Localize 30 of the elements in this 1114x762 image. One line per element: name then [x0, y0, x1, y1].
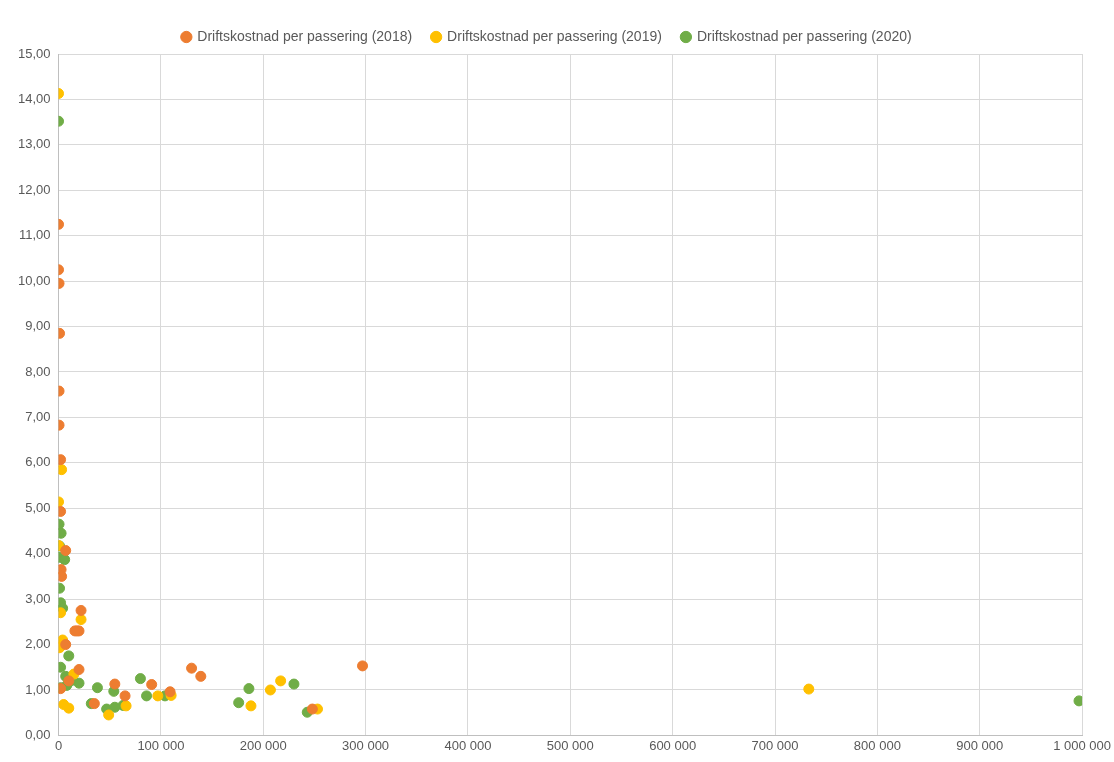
- y-tick-label: 14,00: [17, 91, 51, 106]
- y-tick-label: 11,00: [18, 227, 51, 243]
- y-tick-label: 7,00: [25, 408, 51, 424]
- y-tick-label: 12,00: [17, 181, 51, 197]
- legend-label: Driftskostnad per passering (2019): [447, 27, 662, 44]
- x-tick-label: 200 000: [239, 737, 287, 753]
- y-tick-label: 3,00: [25, 590, 51, 606]
- x-tick-label: 300 000: [342, 737, 390, 753]
- x-tick-label: 0: [54, 737, 63, 753]
- x-tick-label: 800 000: [853, 737, 901, 753]
- x-tick-label: 100 000: [137, 737, 185, 753]
- y-tick-label: 4,00: [25, 545, 51, 561]
- y-tick-label: 13,00: [17, 136, 51, 152]
- legend-label: Driftskostnad per passering (2020): [696, 27, 912, 44]
- y-tick-label: 9,00: [25, 318, 51, 334]
- x-tick-label: 600 000: [649, 737, 697, 753]
- x-tick-label: 700 000: [751, 737, 799, 753]
- y-tick-label: 10,00: [17, 272, 51, 288]
- y-tick-label: 1,00: [25, 681, 51, 697]
- y-tick-label: 0,00: [25, 726, 51, 742]
- legend-label: Driftskostnad per passering (2018): [197, 27, 413, 44]
- x-tick-label: 500 000: [546, 737, 594, 753]
- x-tick-label: 400 000: [444, 737, 492, 753]
- y-tick-label: 8,00: [25, 363, 51, 379]
- y-tick-label: 5,00: [25, 499, 51, 515]
- x-tick-label: 1 000 000: [1053, 737, 1112, 753]
- y-tick-label: 2,00: [25, 636, 51, 652]
- x-tick-label: 900 000: [956, 737, 1004, 753]
- y-tick-label: 15,00: [17, 45, 51, 61]
- y-tick-label: 6,00: [25, 454, 51, 470]
